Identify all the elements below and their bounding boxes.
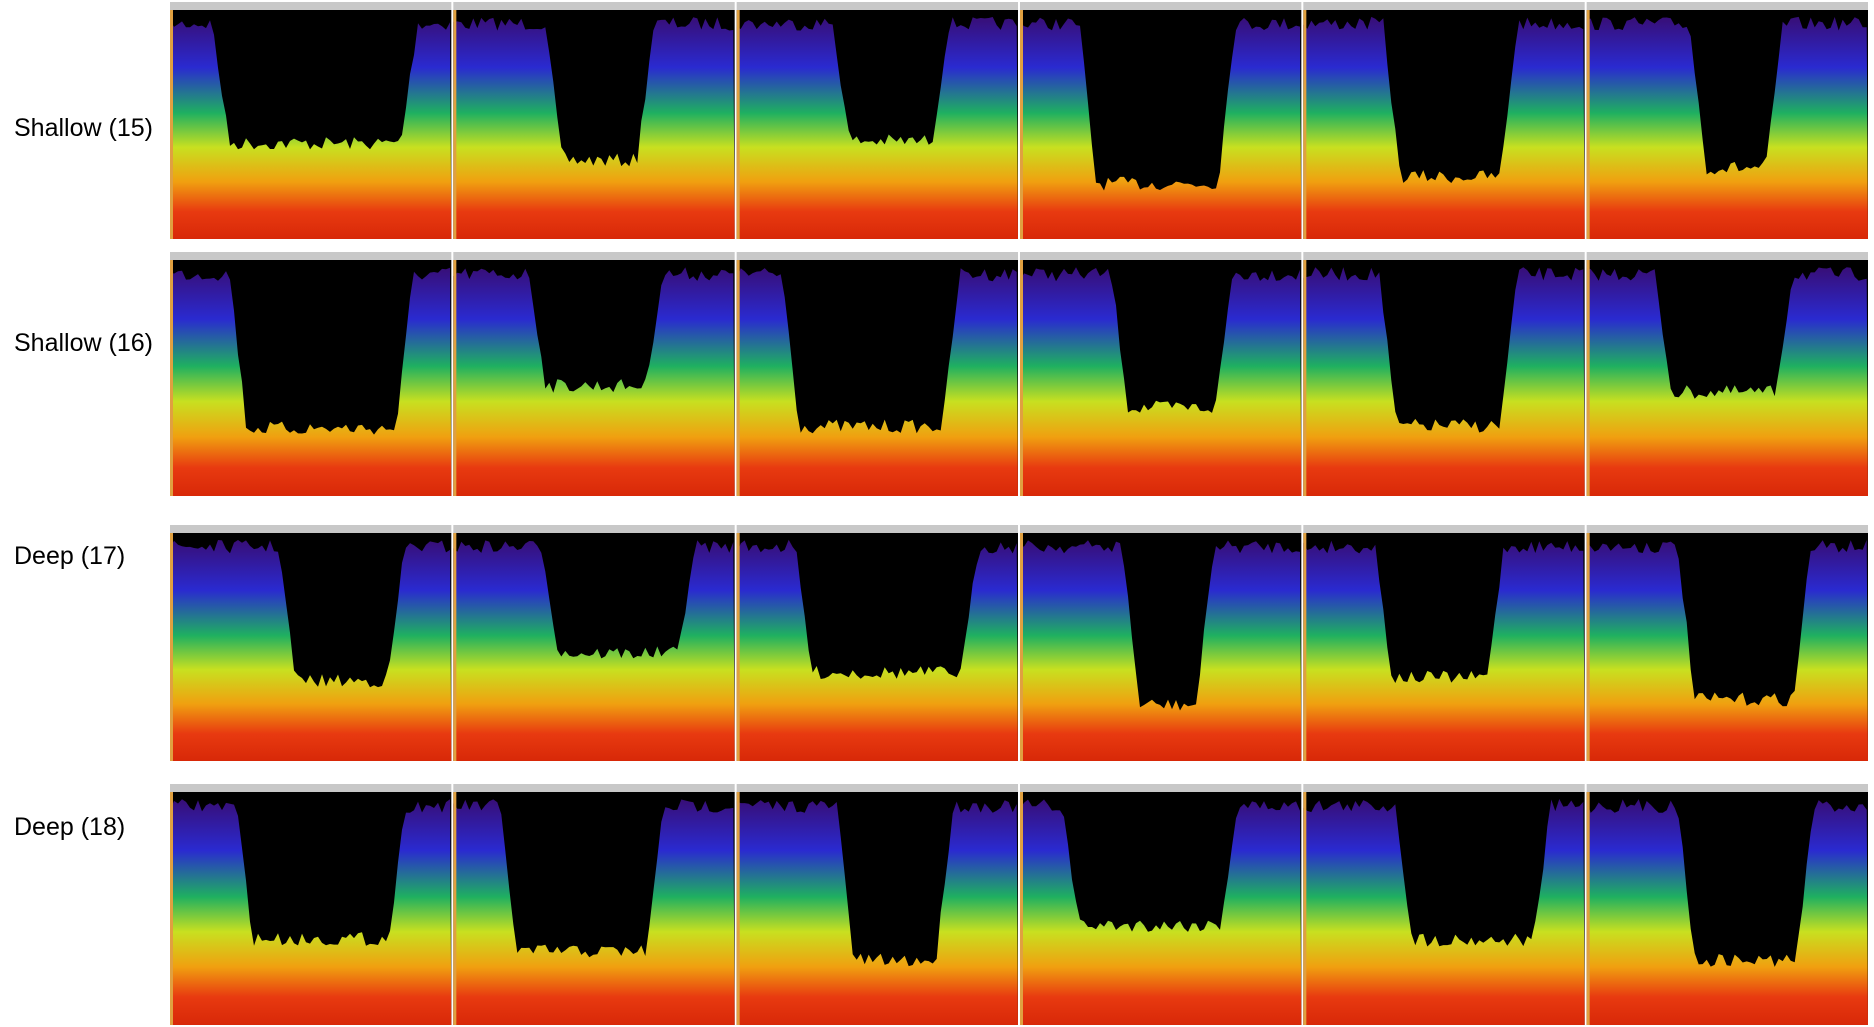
- panel-titlebar: [1587, 784, 1868, 792]
- panel-titlebar: [737, 525, 1018, 533]
- panel-titlebar: [1587, 525, 1868, 533]
- panel-titlebar: [737, 2, 1018, 10]
- panel-titlebar: [453, 784, 734, 792]
- panel-edge: [453, 10, 456, 239]
- panel-edge: [737, 792, 740, 1025]
- panel-titlebar: [1303, 2, 1584, 10]
- panel-edge: [1587, 10, 1590, 239]
- panel-titlebar: [1303, 784, 1584, 792]
- panel-edge: [1020, 10, 1023, 239]
- panel-titlebar: [1020, 252, 1301, 260]
- panel-edge: [1587, 260, 1590, 496]
- panel-edge: [1020, 533, 1023, 761]
- panel-edge: [170, 533, 173, 761]
- page: Shallow (15) Shallow (16) Deep (17) Deep…: [0, 0, 1874, 1027]
- panel-titlebar: [1587, 252, 1868, 260]
- panel-titlebar: [1303, 252, 1584, 260]
- panel-edge: [170, 260, 173, 496]
- panel-titlebar: [170, 2, 451, 10]
- panel-titlebar: [737, 252, 1018, 260]
- panel-edge: [170, 10, 173, 239]
- panel-edge: [1020, 260, 1023, 496]
- row-label: Shallow (16): [14, 329, 153, 358]
- panel-edge: [1303, 260, 1306, 496]
- row-label: Shallow (15): [14, 114, 153, 143]
- panel-edge: [1587, 792, 1590, 1025]
- panel-titlebar: [1020, 2, 1301, 10]
- panel-edge: [737, 533, 740, 761]
- panel-titlebar: [453, 525, 734, 533]
- panel-titlebar: [170, 525, 451, 533]
- panel-edge: [1587, 533, 1590, 761]
- panel-titlebar: [1020, 525, 1301, 533]
- panel-titlebar: [170, 252, 451, 260]
- panel-edge: [453, 792, 456, 1025]
- panel-edge: [737, 260, 740, 496]
- panel-titlebar: [1020, 784, 1301, 792]
- panel-edge: [1303, 10, 1306, 239]
- panel-edge: [737, 10, 740, 239]
- panel-edge: [170, 792, 173, 1025]
- panel-titlebar: [453, 2, 734, 10]
- panel-edge: [1303, 792, 1306, 1025]
- panel-edge: [1303, 533, 1306, 761]
- panel-edge: [453, 260, 456, 496]
- panel-titlebar: [1303, 525, 1584, 533]
- panel-titlebar: [1587, 2, 1868, 10]
- panel-edge: [453, 533, 456, 761]
- panel-titlebar: [170, 784, 451, 792]
- row-label: Deep (17): [14, 542, 125, 571]
- panel-titlebar: [737, 784, 1018, 792]
- panel-edge: [1020, 792, 1023, 1025]
- spectrogram-grid: [0, 0, 1874, 1027]
- row-label: Deep (18): [14, 813, 125, 842]
- panel-titlebar: [453, 252, 734, 260]
